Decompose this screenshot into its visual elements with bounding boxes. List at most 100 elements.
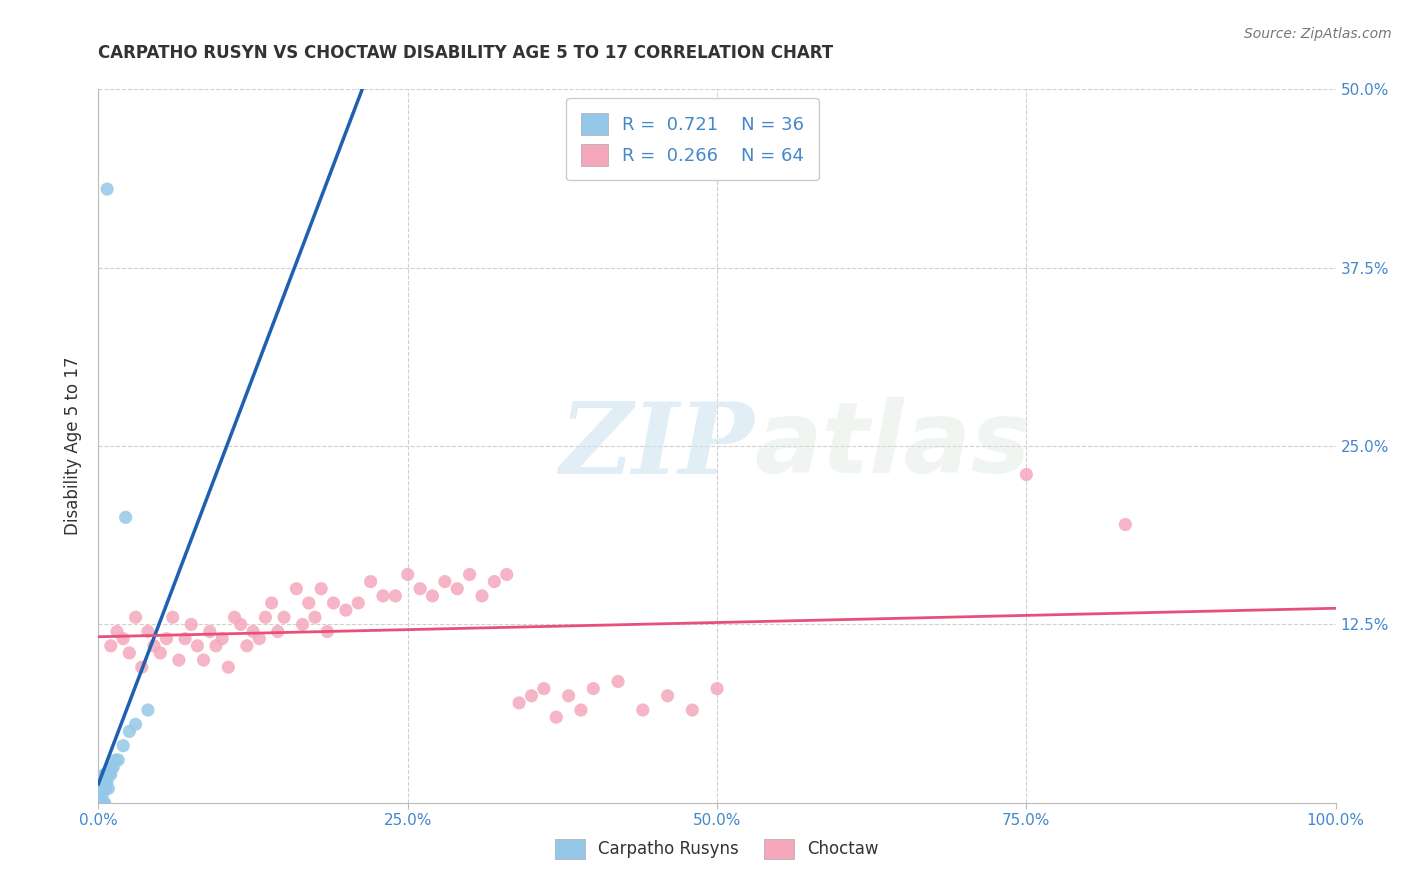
Point — [93, 781, 115, 796]
Point — [198, 624, 221, 639]
Point — [360, 574, 382, 589]
Point — [104, 753, 127, 767]
Point — [174, 632, 197, 646]
Point — [105, 624, 128, 639]
Point — [136, 624, 159, 639]
Point — [107, 753, 129, 767]
Point — [495, 567, 517, 582]
Point — [335, 603, 357, 617]
Point — [242, 624, 264, 639]
Point — [304, 610, 326, 624]
Point — [90, 796, 112, 810]
Point — [533, 681, 555, 696]
Point — [96, 774, 118, 789]
Point — [316, 624, 339, 639]
Point — [131, 660, 153, 674]
Point — [162, 610, 184, 624]
Point — [273, 610, 295, 624]
Point — [631, 703, 654, 717]
Point — [422, 589, 444, 603]
Point — [569, 703, 592, 717]
Point — [1114, 517, 1136, 532]
Point — [103, 760, 125, 774]
Point — [508, 696, 530, 710]
Point — [260, 596, 283, 610]
Point — [236, 639, 259, 653]
Text: Source: ZipAtlas.com: Source: ZipAtlas.com — [1244, 27, 1392, 41]
Point — [433, 574, 456, 589]
Text: atlas: atlas — [754, 398, 1031, 494]
Point — [94, 767, 117, 781]
Point — [90, 789, 112, 803]
Point — [143, 639, 166, 653]
Point — [180, 617, 202, 632]
Point — [706, 681, 728, 696]
Point — [89, 796, 111, 810]
Point — [93, 796, 115, 810]
Point — [155, 632, 177, 646]
Point — [89, 796, 111, 810]
Point — [97, 767, 120, 781]
Text: ZIP: ZIP — [560, 398, 754, 494]
Point — [224, 610, 246, 624]
Point — [247, 632, 270, 646]
Point — [93, 796, 115, 810]
Point — [1015, 467, 1038, 482]
Point — [217, 660, 239, 674]
Point — [681, 703, 703, 717]
Point — [520, 689, 543, 703]
Point — [112, 632, 135, 646]
Point — [167, 653, 190, 667]
Point — [90, 781, 112, 796]
Point — [100, 767, 122, 781]
Point — [186, 639, 208, 653]
Point — [657, 689, 679, 703]
Point — [557, 689, 579, 703]
Legend: Carpatho Rusyns, Choctaw: Carpatho Rusyns, Choctaw — [548, 832, 886, 866]
Y-axis label: Disability Age 5 to 17: Disability Age 5 to 17 — [65, 357, 83, 535]
Point — [396, 567, 419, 582]
Point — [114, 510, 136, 524]
Point — [124, 717, 146, 731]
Point — [409, 582, 432, 596]
Point — [98, 767, 121, 781]
Point — [607, 674, 630, 689]
Point — [484, 574, 506, 589]
Point — [96, 767, 118, 781]
Point — [90, 796, 112, 810]
Text: CARPATHO RUSYN VS CHOCTAW DISABILITY AGE 5 TO 17 CORRELATION CHART: CARPATHO RUSYN VS CHOCTAW DISABILITY AGE… — [98, 45, 834, 62]
Point — [93, 774, 115, 789]
Point — [458, 567, 481, 582]
Point — [267, 624, 290, 639]
Point — [298, 596, 321, 610]
Point — [96, 182, 118, 196]
Point — [118, 646, 141, 660]
Point — [384, 589, 406, 603]
Point — [582, 681, 605, 696]
Point — [546, 710, 568, 724]
Point — [347, 596, 370, 610]
Point — [205, 639, 228, 653]
Point — [91, 789, 114, 803]
Point — [118, 724, 141, 739]
Point — [94, 781, 117, 796]
Point — [124, 610, 146, 624]
Point — [101, 760, 124, 774]
Point — [193, 653, 215, 667]
Point — [322, 596, 344, 610]
Point — [93, 781, 115, 796]
Point — [136, 703, 159, 717]
Point — [93, 767, 115, 781]
Point — [100, 639, 122, 653]
Point — [89, 796, 111, 810]
Point — [91, 781, 114, 796]
Point — [285, 582, 308, 596]
Point — [94, 774, 117, 789]
Point — [309, 582, 332, 596]
Point — [112, 739, 135, 753]
Point — [149, 646, 172, 660]
Point — [291, 617, 314, 632]
Point — [254, 610, 277, 624]
Point — [446, 582, 468, 596]
Point — [91, 796, 114, 810]
